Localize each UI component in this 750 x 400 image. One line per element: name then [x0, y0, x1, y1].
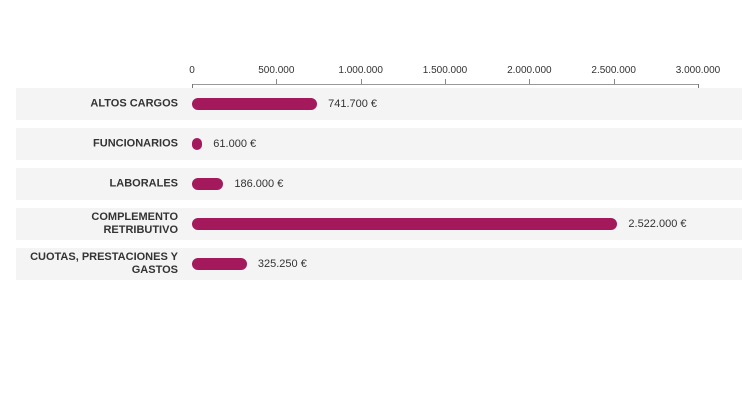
category-label: ALTOS CARGOS — [90, 97, 178, 110]
x-axis-tick-label: 0 — [189, 65, 195, 76]
x-axis-line — [192, 84, 699, 85]
x-axis-tick-label: 1.000.000 — [338, 65, 383, 76]
bar-funcionarios[interactable] — [192, 138, 203, 150]
bar-complemento-retributivo[interactable] — [192, 218, 618, 230]
x-axis-tick-label: 2.000.000 — [507, 65, 552, 76]
x-axis-tick-mark — [192, 84, 193, 91]
chart-row-complemento-retributivo: COMPLEMENTO RETRIBUTIVO 2.522.000 € — [16, 208, 742, 240]
category-label: COMPLEMENTO RETRIBUTIVO — [91, 211, 178, 236]
x-axis-tick-label: 2.500.000 — [591, 65, 636, 76]
value-label: 2.522.000 € — [628, 218, 687, 230]
bar-cuotas-prestaciones-y-gastos[interactable] — [192, 258, 247, 270]
x-axis: 0 500.000 1.000.000 1.500.000 2.000.000 … — [189, 65, 720, 91]
x-axis-tick-mark — [698, 84, 699, 91]
x-axis-tick-label: 500.000 — [258, 65, 295, 76]
category-label: CUOTAS, PRESTACIONES Y GASTOS — [30, 251, 178, 276]
bar-laborales[interactable] — [192, 178, 224, 190]
bar-altos-cargos[interactable] — [192, 98, 318, 110]
x-axis-tick-mark — [360, 79, 362, 84]
x-axis-tick-mark — [613, 79, 615, 84]
category-label: FUNCIONARIOS — [93, 137, 178, 150]
x-axis-tick-mark — [445, 79, 446, 84]
category-label: LABORALES — [109, 177, 178, 190]
x-axis-tick-mark — [529, 79, 531, 84]
x-axis-tick-mark — [276, 79, 278, 84]
chart-row-cuotas-prestaciones-y-gastos: CUOTAS, PRESTACIONES Y GASTOS 325.250 € — [16, 248, 742, 280]
x-axis-tick-label: 1.500.000 — [422, 65, 468, 76]
chart-row-funcionarios: FUNCIONARIOS 61.000 € — [16, 128, 742, 160]
value-label: 186.000 € — [234, 178, 284, 190]
value-label: 325.250 € — [257, 258, 307, 270]
x-axis-tick-label: 3.000.000 — [675, 65, 721, 76]
value-label: 741.700 € — [328, 98, 378, 110]
value-label: 61.000 € — [213, 138, 257, 150]
chart-row-altos-cargos: ALTOS CARGOS 741.700 € — [16, 88, 742, 120]
chart-row-laborales: LABORALES 186.000 € — [16, 168, 742, 200]
